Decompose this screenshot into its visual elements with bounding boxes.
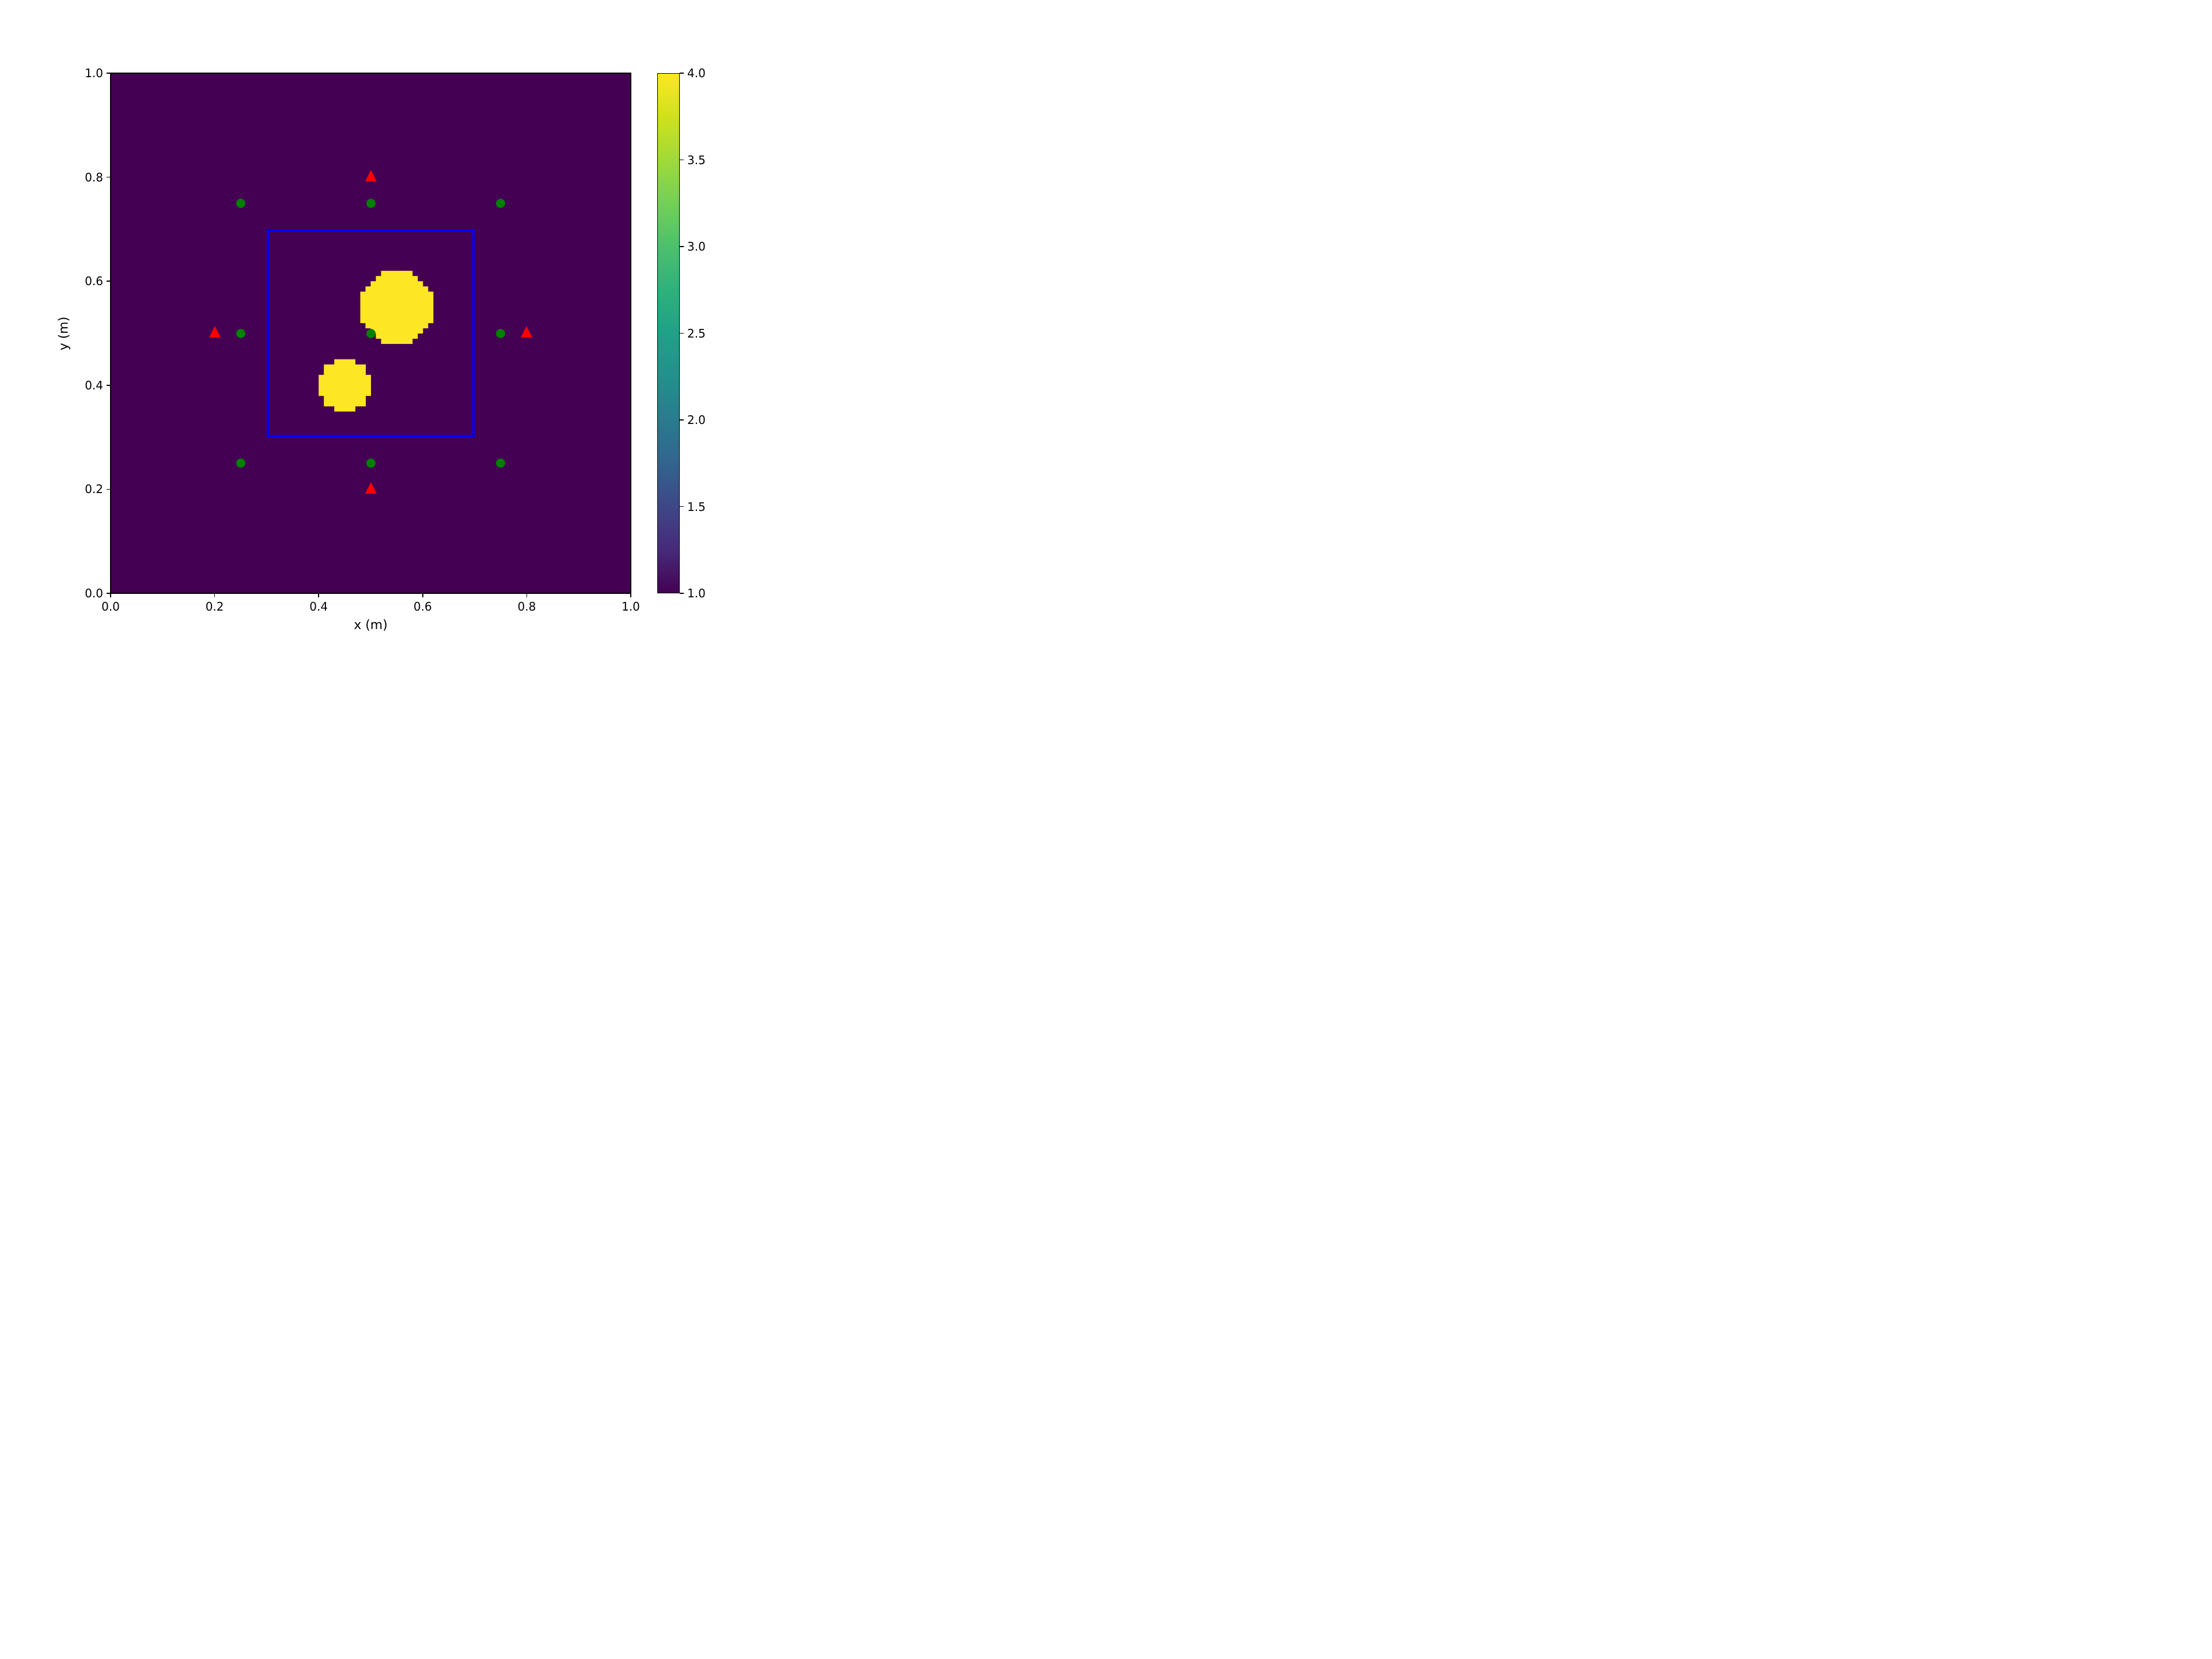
x-tick-label: 0.0 [101, 600, 120, 613]
red-triangle-marker [365, 482, 377, 494]
red-triangle-marker [209, 326, 221, 338]
x-tick-label: 0.8 [517, 600, 536, 613]
x-tick [318, 593, 319, 597]
axes-spine-right [630, 73, 631, 594]
colorbar-tick-label: 2.5 [687, 327, 706, 340]
colorbar-tick [680, 246, 684, 247]
green-dot-marker [236, 459, 245, 468]
red-triangle-marker [365, 170, 377, 181]
y-tick [107, 593, 111, 594]
y-tick-label: 1.0 [85, 66, 103, 80]
green-dot-marker [366, 199, 376, 208]
colorbar: 1.01.52.02.53.03.54.0 [657, 73, 680, 593]
colorbar-tick-label: 4.0 [687, 66, 706, 80]
colorbar-tick-label: 1.0 [687, 586, 706, 600]
x-axis-label: x (m) [354, 618, 388, 632]
x-tick [110, 593, 111, 597]
x-tick [630, 593, 631, 597]
red-triangle-marker [521, 326, 532, 338]
y-tick [107, 73, 111, 74]
colorbar-tick-label: 1.5 [687, 500, 706, 514]
axes-spine-left [110, 73, 111, 594]
main-axes: 0.00.20.40.60.81.00.00.20.40.60.81.0 [111, 73, 631, 593]
x-tick-label: 0.2 [206, 600, 224, 613]
y-tick-label: 0.8 [85, 171, 103, 184]
y-tick [107, 489, 111, 490]
green-dot-marker [496, 329, 505, 338]
green-dot-marker [366, 459, 376, 468]
colorbar-tick [680, 73, 684, 74]
y-tick [107, 177, 111, 178]
colorbar-tick [680, 506, 684, 507]
colorbar-tick [680, 593, 684, 594]
x-tick-label: 0.4 [309, 600, 328, 613]
y-axis-label: y (m) [57, 316, 71, 350]
x-tick-label: 1.0 [622, 600, 640, 613]
figure: 0.00.20.40.60.81.00.00.20.40.60.81.0 x (… [0, 0, 885, 664]
x-tick [422, 593, 423, 597]
y-tick [107, 385, 111, 386]
x-tick [214, 593, 215, 597]
axes-spine-top [110, 73, 631, 74]
y-tick-label: 0.0 [85, 586, 103, 600]
x-tick-label: 0.6 [414, 600, 432, 613]
y-tick-label: 0.2 [85, 482, 103, 496]
green-dot-marker [496, 199, 505, 208]
axes-spine-bottom [110, 593, 631, 594]
colorbar-tick [680, 333, 684, 334]
colorbar-tick-label: 2.0 [687, 413, 706, 427]
y-tick-label: 0.6 [85, 274, 103, 288]
y-tick-label: 0.4 [85, 378, 103, 392]
green-dot-marker [366, 329, 376, 338]
colorbar-tick-label: 3.5 [687, 153, 706, 167]
colorbar-tick [680, 419, 684, 421]
colorbar-outline [657, 73, 680, 593]
y-tick [107, 281, 111, 282]
x-tick [527, 593, 528, 597]
colorbar-tick [680, 160, 684, 161]
green-dot-marker [236, 329, 245, 338]
colorbar-tick-label: 3.0 [687, 240, 706, 253]
green-dot-marker [236, 199, 245, 208]
